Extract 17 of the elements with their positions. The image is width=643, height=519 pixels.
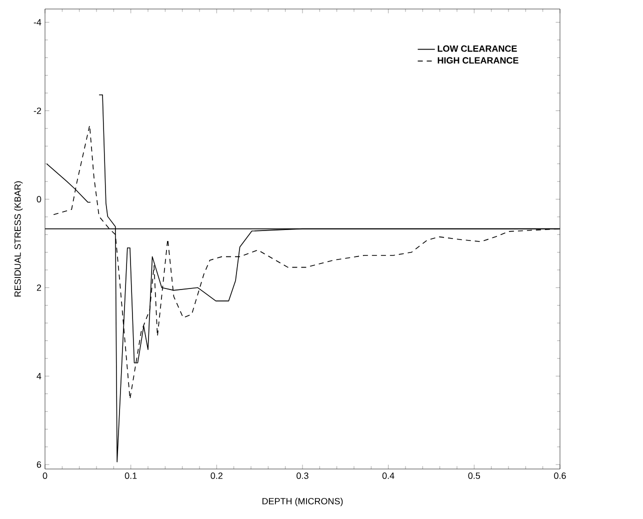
x-tick-label: 0 — [42, 472, 48, 479]
x-tick-label: 0.6 — [554, 472, 566, 479]
y-tick-label: -4 — [34, 19, 42, 26]
x-tick-label: 0.2 — [210, 472, 222, 479]
x-tick-label: 0.5 — [468, 472, 480, 479]
x-tick-label: 0.3 — [296, 472, 308, 479]
x-axis-title: DEPTH (MICRONS) — [262, 498, 343, 506]
y-tick-label: 2 — [36, 284, 42, 291]
x-tick-label: 0.1 — [124, 472, 137, 479]
y-tick-label: -2 — [34, 108, 42, 114]
x-tick-label: 0.4 — [382, 472, 394, 479]
legend-label: HIGH CLEARANCE — [438, 57, 518, 64]
y-tick-label: 4 — [36, 373, 42, 380]
y-tick-label: 0 — [36, 196, 42, 202]
y-axis-title: RESIDUAL STRESS (KBAR) — [14, 181, 23, 297]
legend-label: LOW CLEARANCE — [438, 45, 517, 52]
y-tick-label: 6 — [36, 461, 42, 468]
